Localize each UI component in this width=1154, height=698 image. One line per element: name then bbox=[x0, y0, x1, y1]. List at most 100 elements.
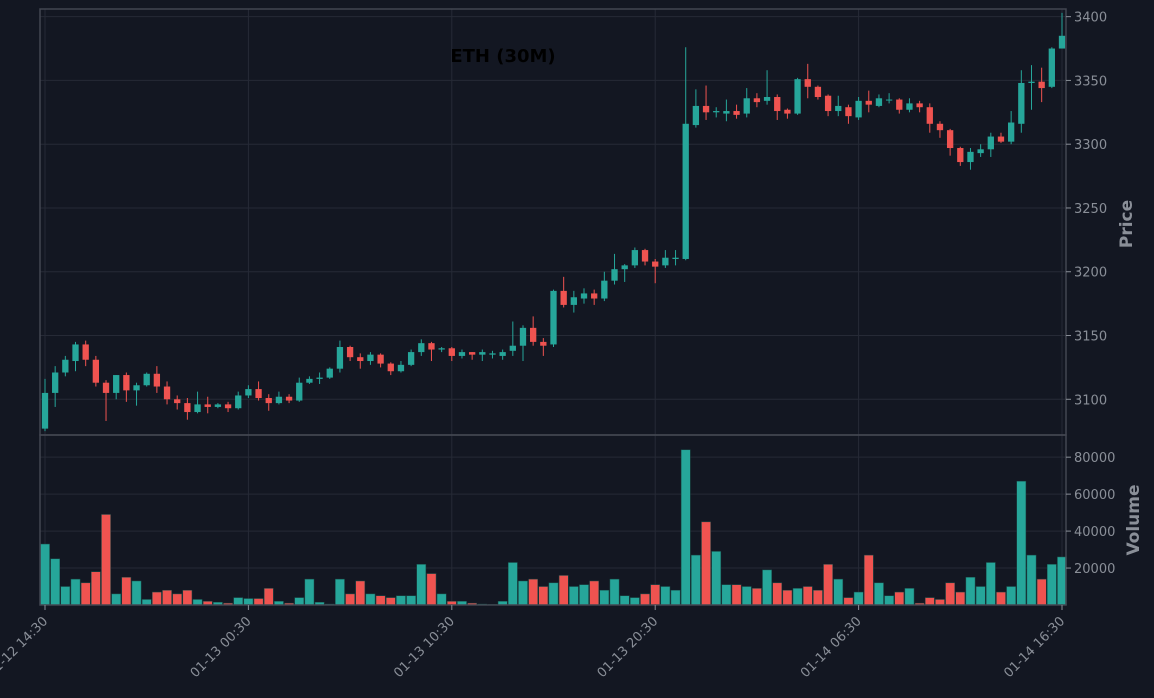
candle-body bbox=[265, 398, 272, 404]
volume-bar bbox=[640, 593, 650, 606]
candle-body bbox=[428, 343, 435, 350]
candle-body bbox=[41, 392, 49, 429]
candle-body bbox=[916, 103, 923, 108]
volume-bar bbox=[101, 514, 111, 606]
candle-body bbox=[824, 95, 832, 112]
volume-bar bbox=[40, 543, 50, 606]
candle-body bbox=[275, 396, 283, 404]
volume-bar bbox=[1026, 554, 1037, 606]
candle-body bbox=[855, 100, 862, 118]
volume-bar bbox=[182, 589, 193, 606]
volume-bar bbox=[385, 597, 396, 606]
candle-body bbox=[133, 385, 140, 391]
candle-body bbox=[611, 269, 618, 281]
volume-bar bbox=[792, 588, 803, 606]
volume-bar bbox=[741, 586, 752, 606]
candle-body bbox=[733, 111, 740, 115]
volume-bar bbox=[853, 591, 864, 606]
volume-bar bbox=[569, 586, 579, 606]
candle-body bbox=[184, 403, 191, 413]
time-tick-label: 01-14 16:30 bbox=[1001, 614, 1068, 681]
candle-body bbox=[448, 348, 455, 356]
volume-bar bbox=[192, 599, 203, 606]
volume-bar bbox=[843, 597, 854, 606]
candle-body bbox=[102, 382, 110, 393]
volume-bar bbox=[894, 591, 905, 606]
volume-bar bbox=[670, 589, 681, 606]
candle-body bbox=[906, 103, 913, 110]
volume-bar bbox=[528, 578, 538, 606]
candle-body bbox=[306, 378, 313, 383]
candle-body bbox=[845, 107, 852, 117]
candle-body bbox=[397, 364, 405, 372]
candle-body bbox=[52, 372, 59, 393]
candle-body bbox=[957, 148, 964, 163]
volume-bar bbox=[141, 599, 152, 606]
volume-bar bbox=[507, 562, 518, 606]
volume-bar bbox=[548, 582, 559, 606]
volume-bar bbox=[233, 597, 244, 606]
candle-body bbox=[367, 354, 374, 362]
candle-body bbox=[194, 404, 201, 413]
candle-body bbox=[519, 327, 527, 346]
volume-bar bbox=[762, 569, 772, 606]
candle-body bbox=[672, 257, 679, 259]
candle-body bbox=[92, 359, 100, 383]
time-tick-label: 01-14 06:30 bbox=[798, 614, 865, 681]
candle-body bbox=[438, 348, 445, 350]
volume-bar bbox=[924, 597, 935, 606]
volume-bar bbox=[50, 558, 61, 606]
candle-body bbox=[977, 149, 984, 154]
candle-body bbox=[1038, 81, 1045, 89]
volume-tick-label: 60000 bbox=[1074, 488, 1115, 503]
candle-body bbox=[652, 261, 659, 267]
price-tick-label: 3150 bbox=[1074, 330, 1107, 345]
price-tick-label: 3250 bbox=[1074, 202, 1107, 217]
candle-body bbox=[468, 352, 476, 355]
candle-body bbox=[896, 99, 903, 110]
volume-bar bbox=[396, 595, 406, 606]
price-tick-label: 3300 bbox=[1074, 138, 1107, 153]
volume-panel-frame bbox=[39, 434, 1067, 606]
volume-bar bbox=[1036, 578, 1047, 606]
candle-body bbox=[967, 151, 974, 163]
candle-body bbox=[550, 290, 557, 345]
volume-bar bbox=[253, 598, 264, 606]
candle-body bbox=[885, 99, 893, 101]
candle-body bbox=[987, 136, 994, 150]
candle-body bbox=[316, 377, 323, 379]
candle-body bbox=[784, 109, 791, 114]
volume-bar bbox=[294, 597, 305, 606]
candle-body bbox=[1018, 82, 1025, 124]
price-axis-label: Price bbox=[1117, 200, 1137, 248]
candle-body bbox=[997, 136, 1005, 142]
volume-bar bbox=[80, 582, 91, 606]
price-panel-frame bbox=[39, 8, 1067, 436]
volume-bar bbox=[111, 593, 122, 606]
volume-bar bbox=[904, 588, 915, 606]
volume-layer bbox=[40, 449, 1067, 606]
volume-bar bbox=[802, 586, 813, 606]
volume-tick-label: 80000 bbox=[1074, 451, 1115, 466]
volume-bar bbox=[304, 578, 315, 606]
candle-body bbox=[570, 297, 577, 305]
volume-bar bbox=[589, 580, 600, 606]
volume-bar bbox=[1057, 556, 1067, 606]
volume-bar bbox=[935, 599, 945, 606]
candle-body bbox=[682, 123, 689, 259]
candle-body bbox=[357, 357, 364, 362]
candle-body bbox=[489, 353, 496, 355]
candle-body bbox=[875, 98, 883, 106]
volume-bar bbox=[426, 573, 437, 606]
volume-bar bbox=[416, 564, 427, 606]
candle-body bbox=[204, 404, 211, 407]
candle-body bbox=[743, 98, 750, 114]
volume-bar bbox=[375, 595, 386, 606]
time-tick-label: 01-13 20:30 bbox=[595, 614, 662, 681]
candle-body bbox=[418, 343, 425, 353]
candle-body bbox=[214, 404, 222, 407]
volume-bar bbox=[365, 593, 376, 606]
price-tick-label: 3200 bbox=[1074, 266, 1107, 281]
candle-body bbox=[163, 386, 171, 400]
